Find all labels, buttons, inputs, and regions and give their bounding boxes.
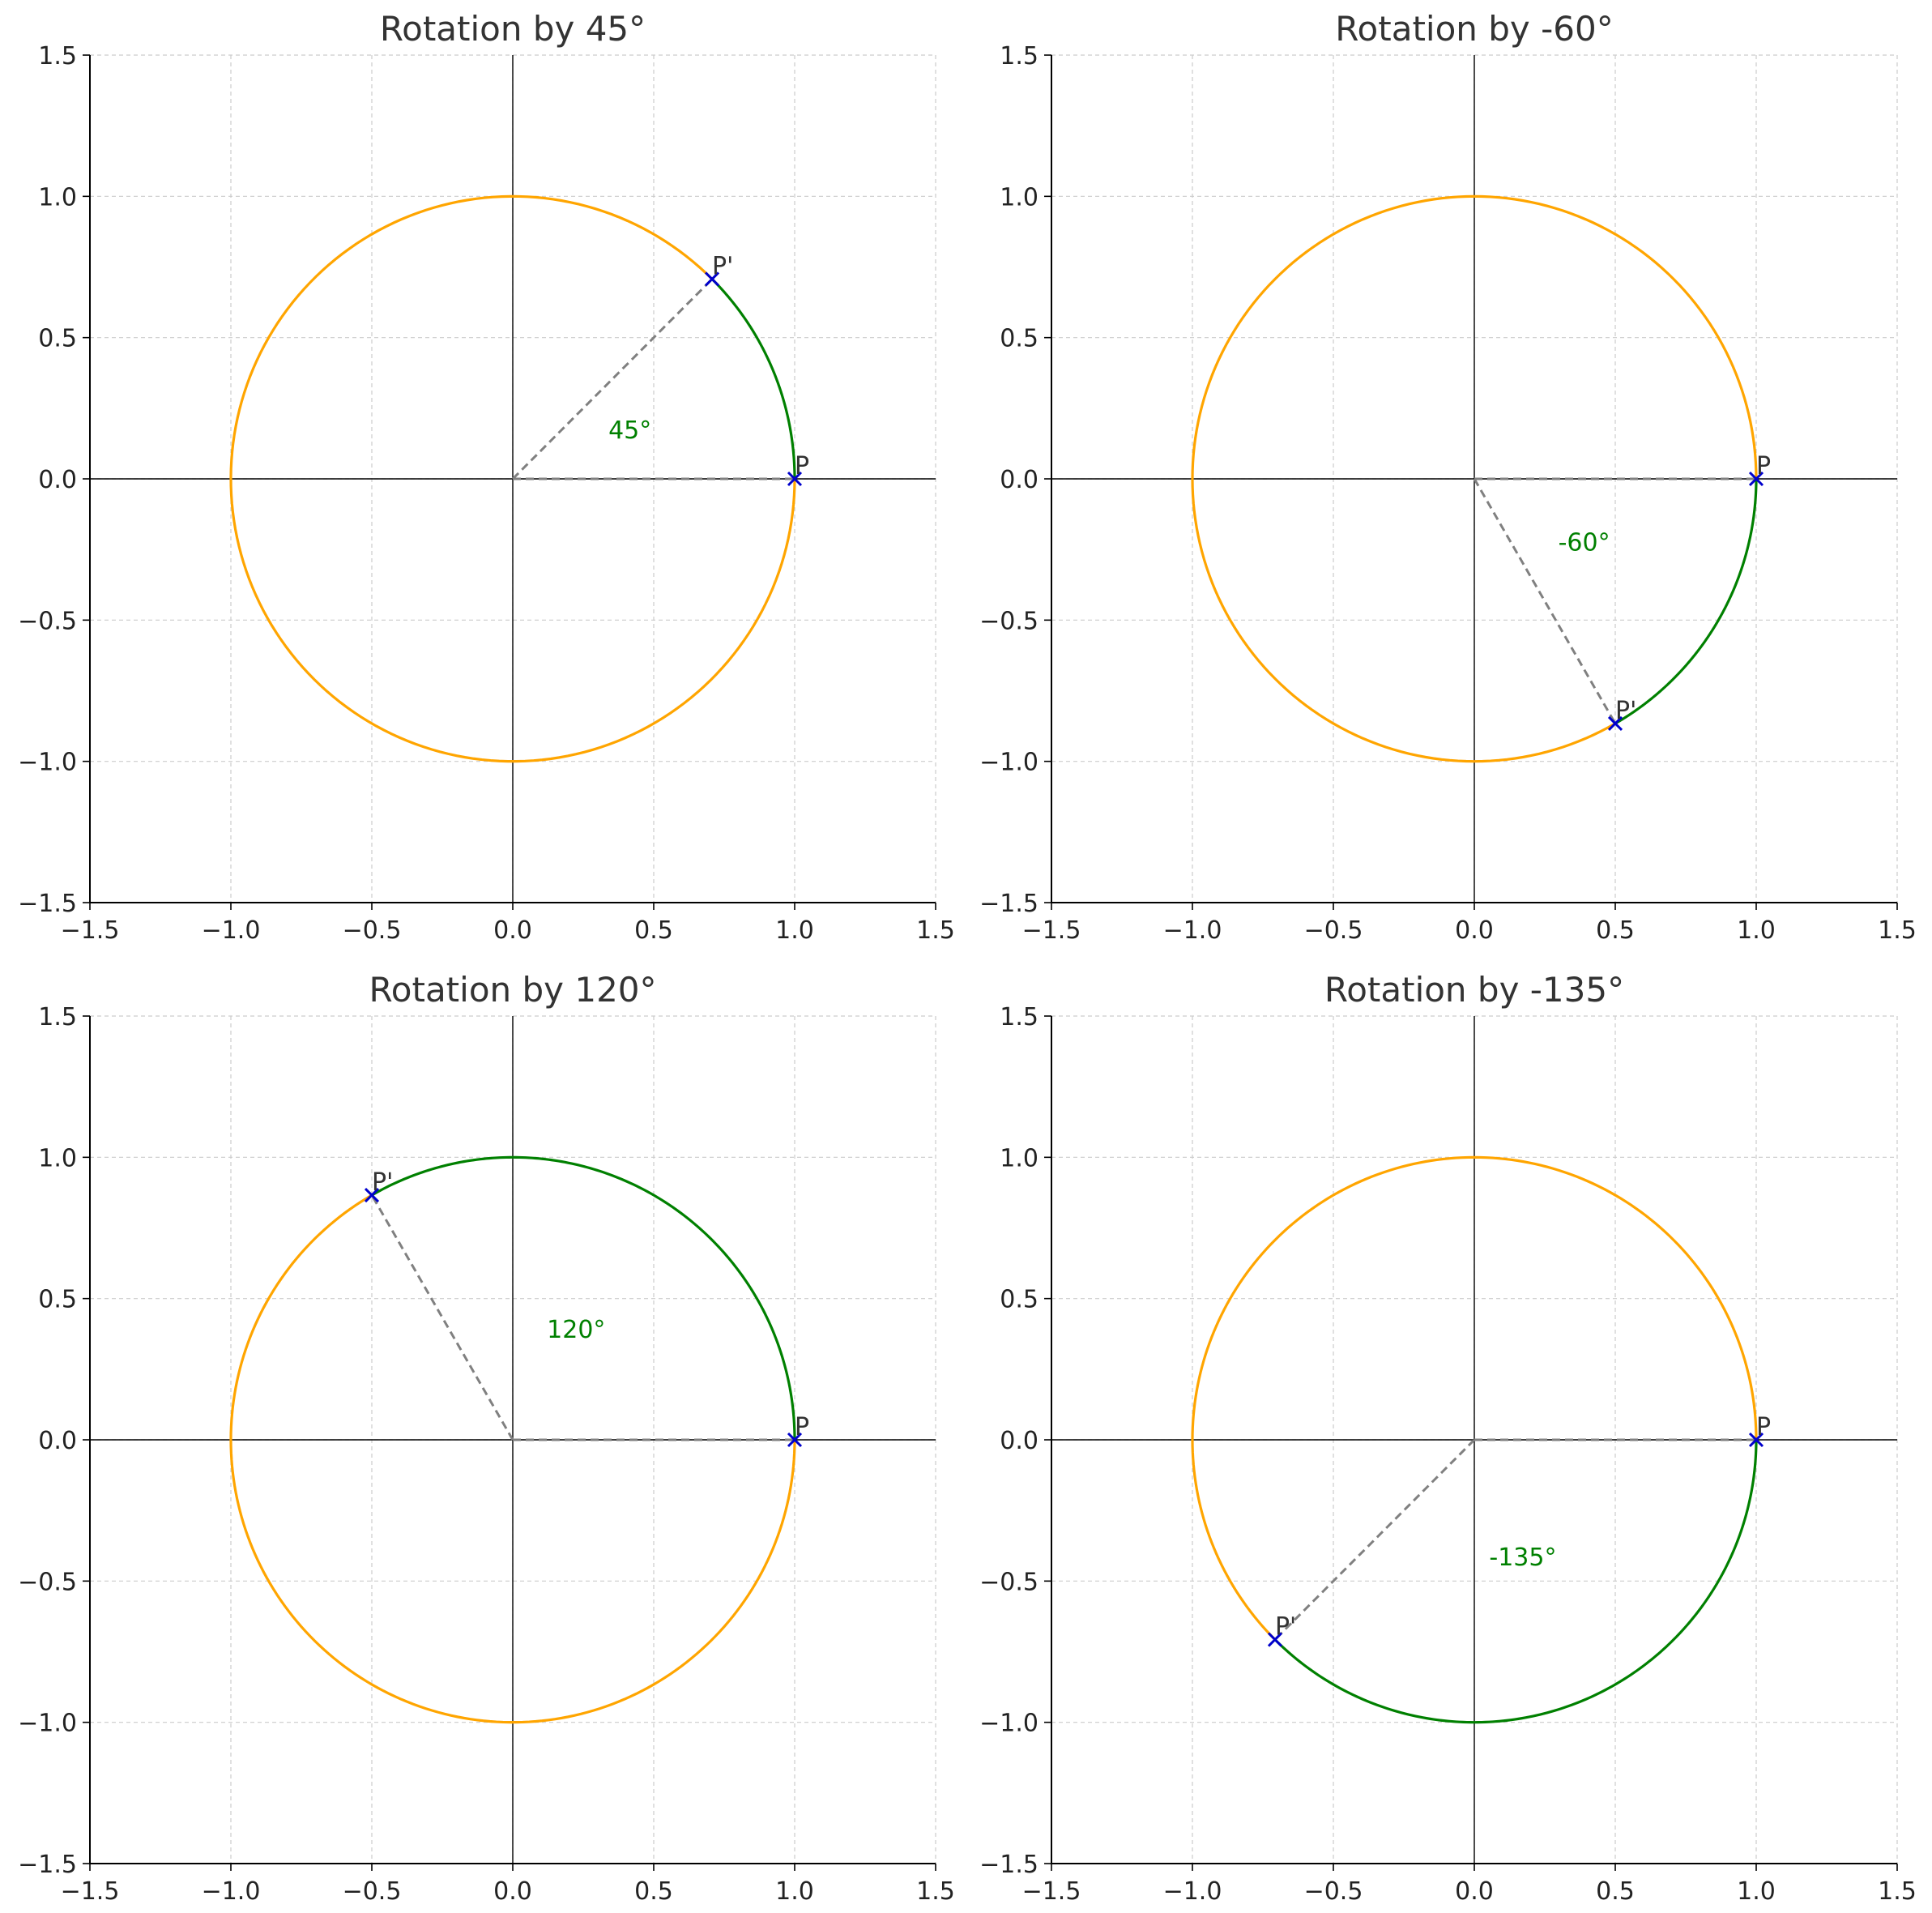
x-tick-label: −0.5	[343, 916, 402, 945]
x-tick-label: −0.5	[343, 1877, 402, 1906]
point-marker-p-prime	[1607, 715, 1623, 732]
point-label: P	[795, 1413, 809, 1441]
circle-remaining-arc	[229, 1193, 796, 1724]
x-tick-label: −1.0	[202, 916, 261, 945]
x-tick-label: −0.5	[1304, 1877, 1363, 1906]
rotation-arc	[1273, 1439, 1758, 1724]
angle-label: -135°	[1489, 1544, 1556, 1572]
y-tick-label: 0.0	[1000, 1427, 1039, 1455]
y-tick-label: 1.0	[38, 183, 77, 211]
x-tick-label: 1.0	[1737, 916, 1776, 945]
x-tick-label: 0.0	[493, 916, 532, 945]
y-tick-label: −1.0	[18, 749, 77, 777]
y-tick-label: 0.5	[38, 1286, 77, 1314]
rotation-arc	[1614, 478, 1758, 725]
point-label: P	[1756, 452, 1771, 480]
angle-label: 120°	[547, 1316, 605, 1344]
y-tick-label: 1.0	[1000, 1144, 1039, 1172]
x-tick-label: −1.5	[1022, 916, 1081, 945]
circle-remaining-arc	[1191, 1155, 1758, 1641]
y-tick-label: 1.5	[38, 42, 77, 70]
x-tick-label: −1.0	[1163, 1877, 1222, 1906]
y-tick-label: −0.5	[18, 607, 77, 635]
circle-remaining-arc	[1191, 194, 1758, 763]
point-label: P'	[712, 252, 733, 280]
y-tick-label: 0.5	[1000, 1286, 1039, 1314]
circle-remaining-arc	[229, 194, 796, 763]
chart-title: Rotation by 45°	[380, 9, 646, 49]
x-tick-label: 0.5	[1596, 1877, 1635, 1906]
x-tick-label: −1.5	[1022, 1877, 1081, 1906]
chart-title: Rotation by -60°	[1335, 9, 1613, 49]
y-tick-label: 1.5	[38, 1003, 77, 1031]
chart-panel-1: −1.5−1.5 −1.0 −1.0 −0.5 −0.5 0.0 0.0 0.5 0.5 1.0 1…	[18, 9, 955, 945]
x-tick-label: 1.5	[1878, 1877, 1917, 1906]
y-tick-label: −1.5	[979, 890, 1039, 918]
x-tick-label: 1.5	[916, 916, 955, 945]
chart-panel-4: −1.5−1.5 −1.0 −1.0 −0.5 −0.5 0.0 0.0 0.5 0.5 1.0 1…	[979, 970, 1917, 1906]
chart-panel-3: −1.5−1.5 −1.0 −1.0 −0.5 −0.5 0.0 0.0 0.5 0.5 1.0 1…	[18, 970, 955, 1906]
x-tick-label: 0.5	[634, 1877, 673, 1906]
x-tick-label: 0.5	[634, 916, 673, 945]
y-tick-label: 1.0	[38, 1144, 77, 1172]
point-label: P	[1756, 1413, 1771, 1441]
x-tick-label: −1.5	[61, 916, 120, 945]
y-tick-label: −1.5	[18, 890, 77, 918]
y-tick-label: −0.5	[979, 1568, 1039, 1596]
chart-panel-2: −1.5−1.5 −1.0 −1.0 −0.5 −0.5 0.0 0.0 0.5 0.5 1.0 1…	[979, 9, 1917, 945]
x-tick-label: 0.0	[1455, 916, 1494, 945]
point-marker-p	[787, 1432, 803, 1448]
point-marker-p	[1748, 471, 1764, 487]
y-tick-label: 1.5	[1000, 1003, 1039, 1031]
radius-dashed-line	[511, 278, 714, 480]
radius-dashed-line	[1273, 1438, 1476, 1641]
angle-label: 45°	[608, 416, 651, 445]
x-tick-label: 1.0	[1737, 1877, 1776, 1906]
point-marker-p-prime	[1267, 1632, 1283, 1647]
radius-dashed-line	[370, 1194, 514, 1441]
x-tick-label: 0.0	[1455, 1877, 1494, 1906]
point-label: P'	[1615, 697, 1636, 725]
x-tick-label: 1.0	[775, 1877, 814, 1906]
x-tick-label: 1.5	[1878, 916, 1917, 945]
x-tick-label: −1.0	[1163, 916, 1222, 945]
angle-label: -60°	[1559, 528, 1610, 557]
y-tick-label: 0.5	[1000, 325, 1039, 353]
y-tick-label: 0.5	[38, 325, 77, 353]
y-tick-label: −0.5	[18, 1568, 77, 1596]
point-marker-p	[787, 471, 803, 487]
y-tick-label: 0.0	[38, 1427, 77, 1455]
y-tick-label: −1.0	[18, 1710, 77, 1738]
point-marker-p-prime	[704, 271, 720, 287]
radius-dashed-line	[1473, 478, 1617, 724]
x-tick-label: −1.0	[202, 1877, 261, 1906]
y-tick-label: −1.0	[979, 1710, 1039, 1738]
y-tick-label: 1.5	[1000, 42, 1039, 70]
x-tick-label: 1.5	[916, 1877, 955, 1906]
point-marker-p	[1748, 1432, 1764, 1448]
y-tick-label: −1.5	[979, 1851, 1039, 1879]
point-label: P	[795, 452, 809, 480]
y-tick-label: 1.0	[1000, 183, 1039, 211]
x-tick-label: −0.5	[1304, 916, 1363, 945]
point-label: P'	[1275, 1613, 1296, 1642]
x-tick-label: 0.5	[1596, 916, 1635, 945]
y-tick-label: 0.0	[1000, 466, 1039, 494]
y-tick-label: −1.0	[979, 749, 1039, 777]
y-tick-label: −0.5	[979, 607, 1039, 635]
point-label: P'	[372, 1168, 393, 1197]
y-tick-label: 0.0	[38, 466, 77, 494]
rotation-arc	[371, 1155, 796, 1441]
rotation-arc	[710, 278, 796, 479]
y-tick-label: −1.5	[18, 1851, 77, 1879]
chart-title: Rotation by -135°	[1324, 970, 1624, 1010]
chart-title: Rotation by 120°	[369, 970, 656, 1010]
x-tick-label: −1.5	[61, 1877, 120, 1906]
x-tick-label: 0.0	[493, 1877, 532, 1906]
x-tick-label: 1.0	[775, 916, 814, 945]
point-marker-p-prime	[364, 1187, 380, 1203]
